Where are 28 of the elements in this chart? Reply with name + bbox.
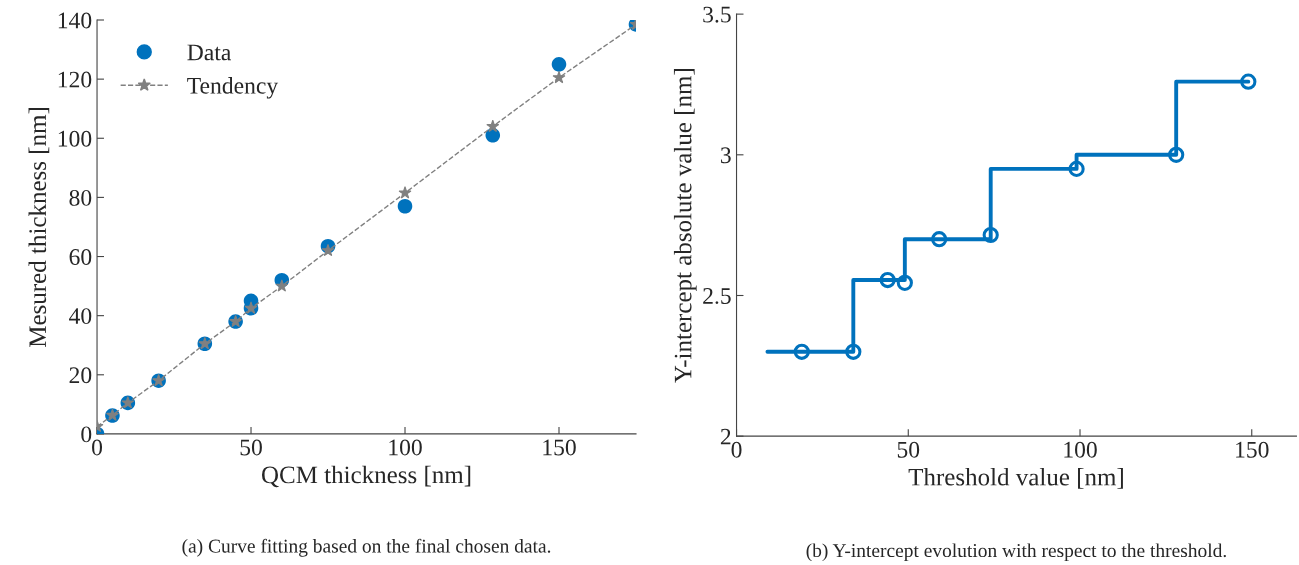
y-tick-label: 20 bbox=[69, 367, 92, 384]
x-tick-label: 100 bbox=[1064, 441, 1097, 458]
x-axis-title: Threshold value [nm] bbox=[908, 468, 1123, 489]
y-tick-label: 0 bbox=[81, 426, 92, 443]
x-tick-label: 150 bbox=[543, 439, 576, 456]
x-tick-label: 50 bbox=[897, 441, 920, 458]
y-tick-label: 3.5 bbox=[703, 6, 731, 23]
x-tick-label: 0 bbox=[731, 441, 742, 458]
y-axis-title: Mesured thickness [nm] bbox=[28, 108, 50, 348]
x-tick-label: 50 bbox=[240, 439, 262, 456]
x-tick-label: 0 bbox=[92, 439, 103, 456]
y-tick-label: 2.5 bbox=[703, 288, 731, 305]
legend-label: Data bbox=[187, 44, 231, 61]
y-tick-label: 60 bbox=[69, 249, 92, 265]
text: (a) Curve fitting based on the final chosen data. bbox=[182, 538, 551, 557]
y-tick-label: 2 bbox=[720, 428, 731, 445]
x-axis-title: QCM thickness [nm] bbox=[261, 465, 471, 488]
y-tick-label: 40 bbox=[69, 308, 92, 325]
x-tick-label: 100 bbox=[389, 439, 422, 456]
legend-label: Tendency bbox=[187, 77, 279, 99]
y-tick-label: 80 bbox=[69, 189, 92, 206]
x-tick-label: 150 bbox=[1236, 441, 1269, 458]
text: (b) Y-intercept evolution with respect to the threshold. bbox=[806, 543, 1226, 562]
y-tick-label: 140 bbox=[58, 12, 92, 29]
y-tick-label: 120 bbox=[58, 71, 92, 88]
y-axis-title: Y-intercept absolute value [nm] bbox=[673, 69, 697, 383]
y-tick-label: 100 bbox=[58, 130, 92, 147]
y-tick-label: 3 bbox=[721, 147, 731, 164]
